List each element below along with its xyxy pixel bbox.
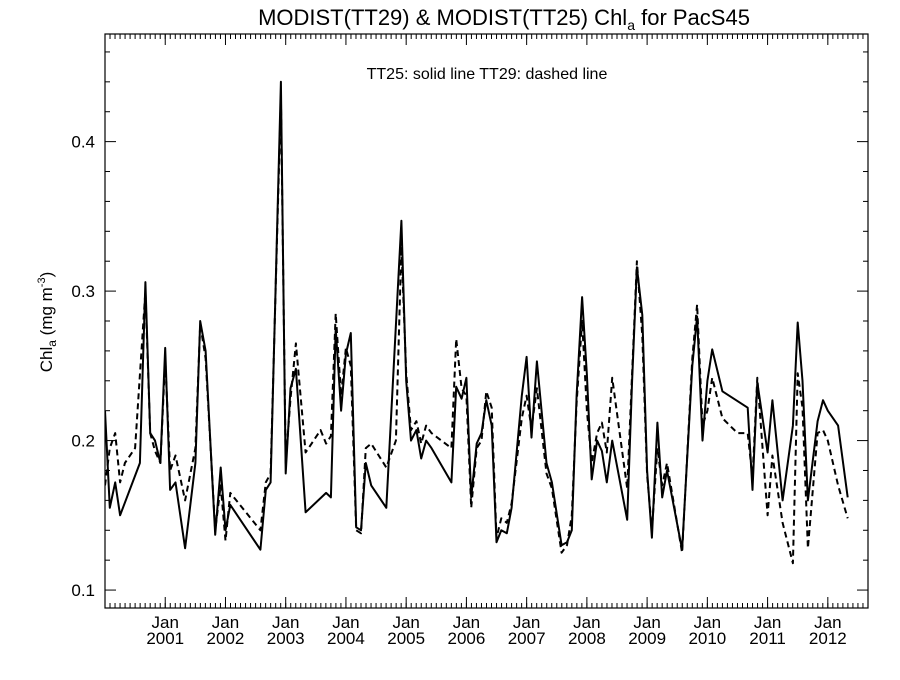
y-tick-label: 0.2: [71, 432, 95, 451]
axes-layer: 0.10.20.30.4Jan2001Jan2002Jan2003Jan2004…: [71, 33, 869, 648]
x-tick-label-year: 2011: [749, 629, 786, 648]
x-tick-label-year: 2007: [508, 629, 546, 648]
x-tick-label-month: Jan: [694, 613, 721, 632]
legend-annotation: TT25: solid line TT29: dashed line: [367, 66, 608, 83]
chart-title: MODIST(TT29) & MODIST(TT25) Chla for Pac…: [258, 5, 750, 33]
x-tick-label-month: Jan: [332, 613, 359, 632]
x-tick-label-year: 2005: [387, 629, 425, 648]
x-tick-label-year: 2006: [447, 629, 485, 648]
y-axis-label: Chla (mg m-3): [36, 272, 59, 373]
x-tick-label-year: 2012: [809, 629, 847, 648]
x-tick-label-month: Jan: [453, 613, 480, 632]
y-tick-label: 0.4: [71, 133, 95, 152]
x-tick-label-month: Jan: [212, 613, 239, 632]
x-tick-label-month: Jan: [754, 613, 781, 632]
x-tick-label-month: Jan: [513, 613, 540, 632]
x-tick-label-year: 2004: [327, 629, 365, 648]
y-tick-label: 0.1: [71, 581, 95, 600]
x-tick-label-month: Jan: [392, 613, 419, 632]
x-tick-label-month: Jan: [152, 613, 179, 632]
x-tick-label-year: 2008: [568, 629, 606, 648]
x-tick-label-month: Jan: [573, 613, 600, 632]
x-tick-label-year: 2001: [146, 629, 184, 648]
y-tick-label: 0.3: [71, 282, 95, 301]
x-tick-label-month: Jan: [272, 613, 299, 632]
x-tick-label-year: 2009: [628, 629, 666, 648]
x-tick-label-year: 2002: [207, 629, 245, 648]
x-tick-label-month: Jan: [633, 613, 660, 632]
x-tick-label-year: 2010: [688, 629, 726, 648]
series-layer: [105, 80, 849, 565]
x-tick-label-month: Jan: [814, 613, 841, 632]
x-tick-label-year: 2003: [267, 629, 305, 648]
